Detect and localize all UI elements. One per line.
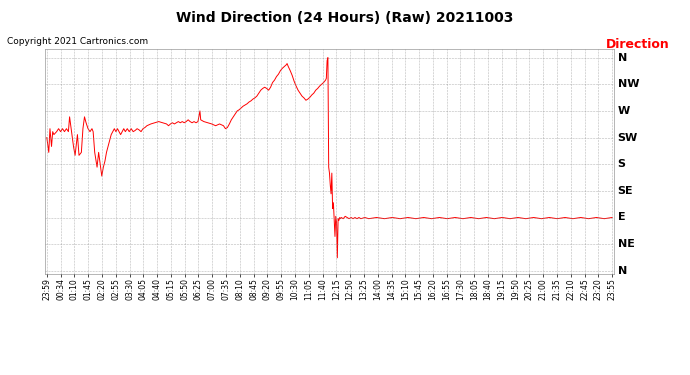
Text: E: E [618,213,625,222]
Text: Copyright 2021 Cartronics.com: Copyright 2021 Cartronics.com [7,38,148,46]
Text: Wind Direction (24 Hours) (Raw) 20211003: Wind Direction (24 Hours) (Raw) 20211003 [177,11,513,25]
Text: W: W [618,106,630,116]
Text: NE: NE [618,239,634,249]
Text: S: S [618,159,626,169]
Text: Direction: Direction [606,38,669,51]
Text: NW: NW [618,79,639,89]
Text: N: N [618,53,627,63]
Text: SW: SW [618,133,638,142]
Text: N: N [618,266,627,276]
Text: SE: SE [618,186,633,196]
